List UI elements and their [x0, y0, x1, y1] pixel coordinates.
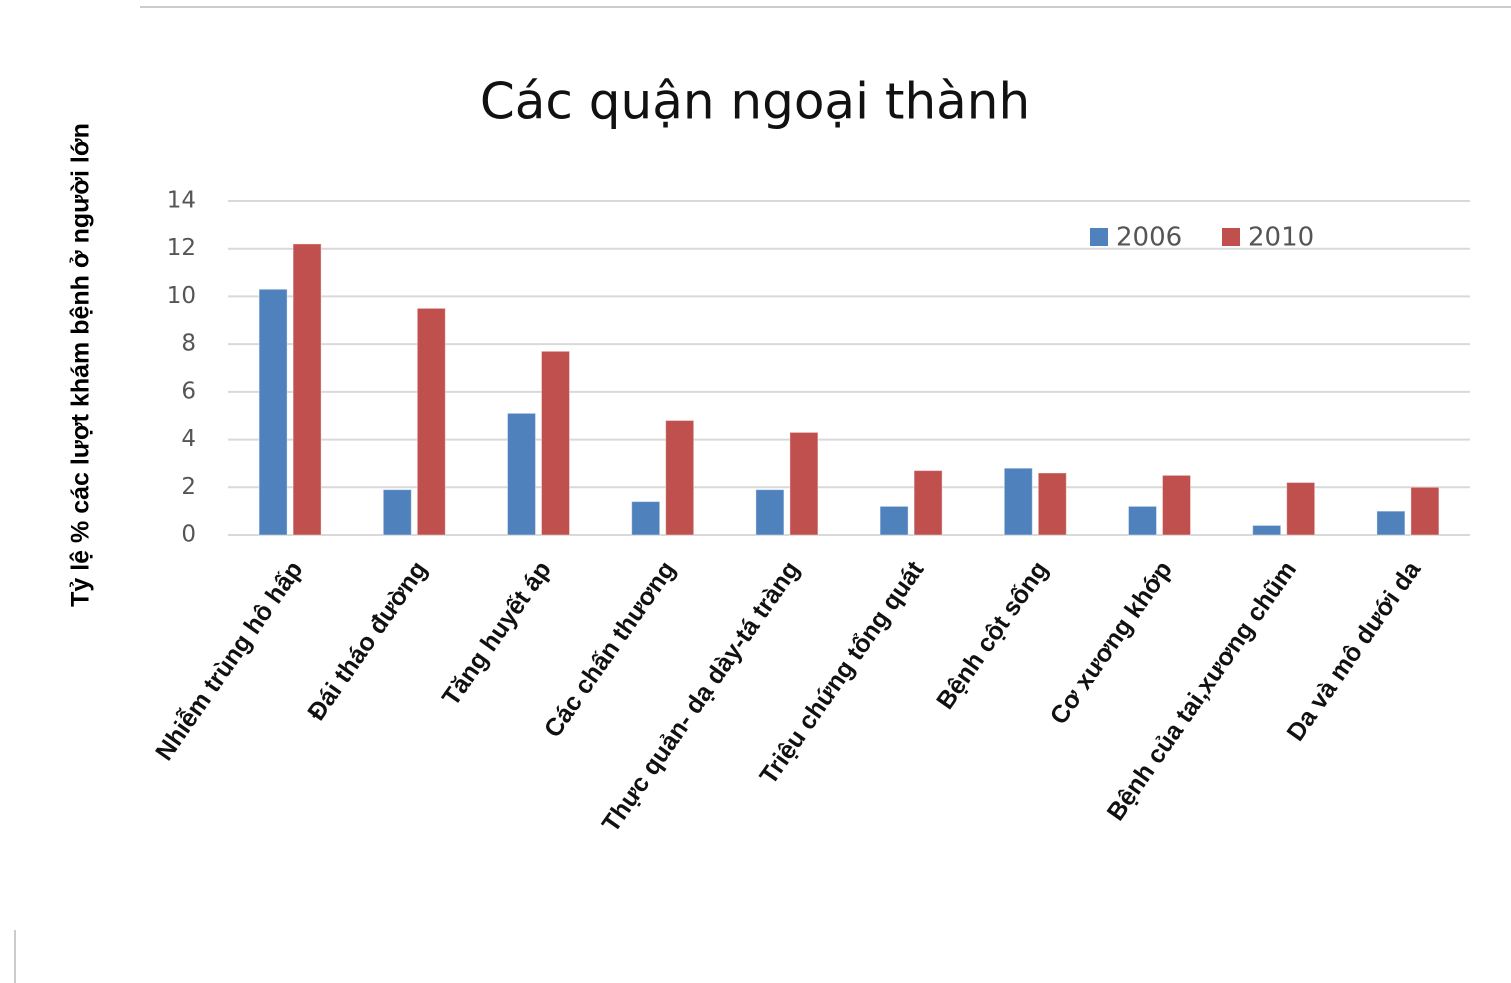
legend-swatch: [1222, 228, 1240, 246]
x-tick-label: Tăng huyết áp: [437, 556, 557, 711]
bar: [879, 505, 909, 536]
bar: [631, 501, 661, 536]
bar: [913, 470, 943, 536]
bar: [1003, 467, 1033, 536]
y-tick-label: 4: [181, 426, 196, 452]
y-tick-label: 0: [181, 522, 196, 548]
legend-label: 2010: [1248, 223, 1314, 253]
bar: [1410, 486, 1440, 536]
bar: [1376, 510, 1406, 536]
y-tick-label: 12: [167, 235, 196, 261]
bar: [789, 431, 819, 536]
y-tick-label: 8: [181, 331, 196, 357]
bar: [755, 489, 785, 536]
bar: [507, 412, 536, 536]
y-axis-label: Tỷ lệ % các lượt khám bệnh ở người lớn: [67, 123, 95, 607]
x-tick-label: Đái tháo đường: [302, 556, 432, 725]
bar: [1037, 472, 1067, 536]
bar: [1252, 524, 1282, 536]
bar: [1162, 474, 1191, 536]
x-tick-label: Nhiễm trùng hô hấp: [148, 555, 308, 766]
y-tick-label: 14: [167, 188, 196, 214]
bar: [1128, 505, 1157, 536]
legend-label: 2006: [1116, 223, 1182, 253]
bar: [541, 350, 570, 536]
y-tick-label: 6: [181, 378, 196, 404]
bar: [382, 489, 412, 536]
bar: [416, 307, 446, 536]
y-tick-label: 10: [167, 283, 196, 309]
bar: [665, 419, 695, 536]
x-tick-label: Da và mô dưới da: [1282, 555, 1427, 746]
bar: [1286, 482, 1316, 536]
x-tick-label: Cơ xương khớp: [1045, 556, 1178, 730]
bar: [292, 243, 322, 536]
chart-title: Các quận ngoại thành: [480, 73, 1030, 131]
bar: [258, 288, 288, 536]
x-tick-label: Các chấn thương: [539, 556, 681, 743]
x-tick-label: Bệnh cột sống: [931, 556, 1054, 714]
legend-swatch: [1090, 228, 1108, 246]
y-tick-label: 2: [181, 474, 196, 500]
